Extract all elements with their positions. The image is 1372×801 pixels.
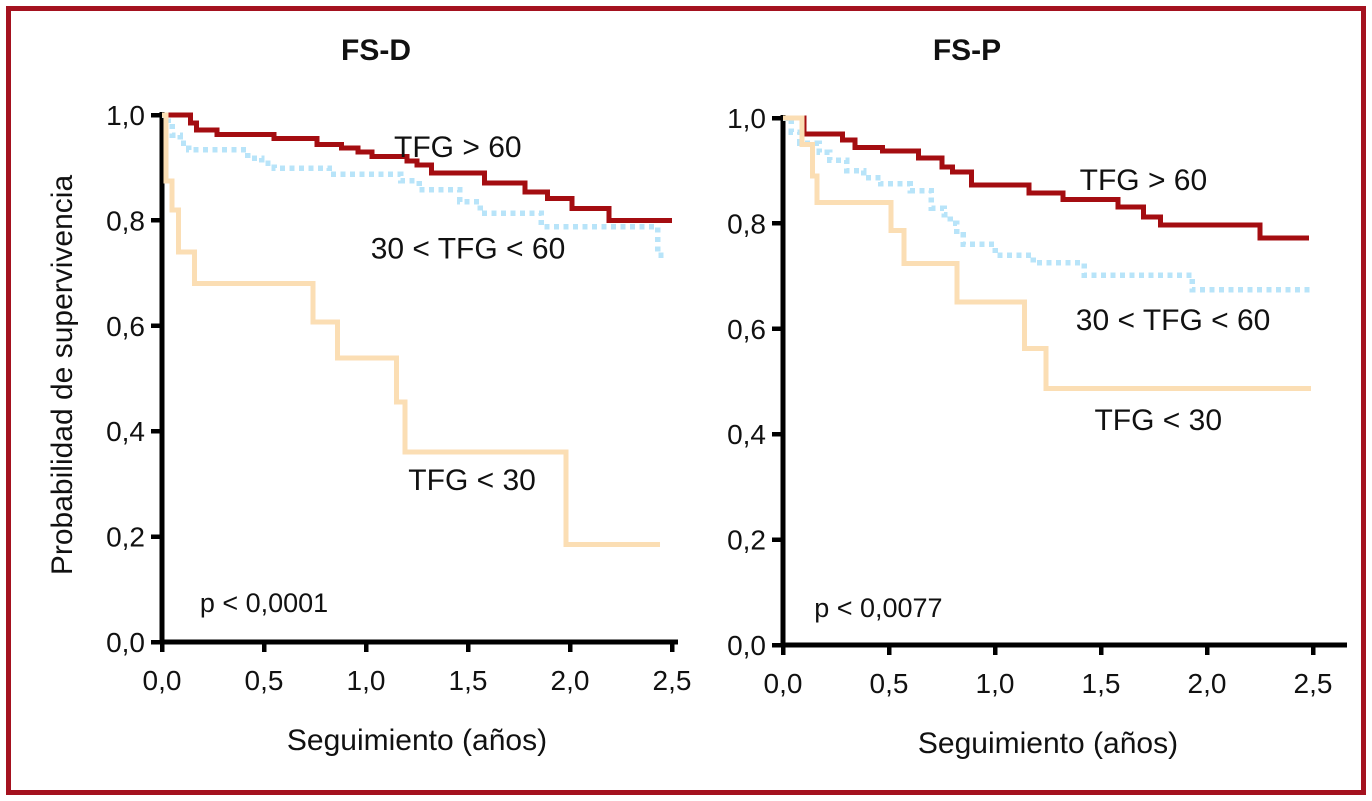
curve-tfg-lt30 <box>162 112 660 548</box>
panel-fsd: FS-D 0,0 0,2 0,4 0,6 0,8 1,0 0,0 0,5 1,0 1,5 2,0 2,5… <box>46 34 691 757</box>
curve-tfg-30-60 <box>783 115 1311 293</box>
curve-tfg-lt30 <box>783 115 1311 391</box>
y-tick-label: 0,4 <box>727 419 766 450</box>
x-tick-label: 0,0 <box>764 668 803 699</box>
label-30-tfg-60: 30 < TFG < 60 <box>1076 304 1271 337</box>
x-tick-label: 1,0 <box>976 668 1015 699</box>
label-tfg-60: TFG > 60 <box>394 131 522 164</box>
x-tick-label: 1,0 <box>347 665 386 696</box>
label-p-0-0001: p < 0,0001 <box>200 588 328 618</box>
y-tick-label: 0,2 <box>727 525 766 556</box>
label-tfg-30: TFG < 30 <box>1094 404 1222 437</box>
y-tick-label: 0,2 <box>106 522 145 553</box>
x-tick-label: 2,0 <box>1188 668 1227 699</box>
y-tick-label: 0,0 <box>727 630 766 661</box>
y-tick-label: 0,0 <box>106 627 145 658</box>
curve-tfg-gt60 <box>783 115 1309 241</box>
y-tick-label: 0,8 <box>106 205 145 236</box>
y-tick-label: 0,6 <box>727 314 766 345</box>
y-tick-label: 0,4 <box>106 416 145 447</box>
y-tick-label: 0,6 <box>106 311 145 342</box>
label-tfg-60: TFG > 60 <box>1080 164 1208 197</box>
x-tick-label: 0,5 <box>870 668 909 699</box>
y-axis-title: Probabilidad de supervivencia <box>46 175 79 576</box>
y-tick-label: 1,0 <box>727 103 766 134</box>
x-axis-title: Seguimiento (años) <box>918 727 1178 760</box>
curve-tfg-30-60 <box>162 112 664 258</box>
panel-title-fsp: FS-P <box>933 34 1001 67</box>
x-tick-label: 2,5 <box>1294 668 1333 699</box>
panel-fsp: FS-P 0,0 0,2 0,4 0,6 0,8 1,0 0,0 0,5 1,0 1,5 2,0 2,5… <box>727 34 1347 760</box>
x-tick-label: 2,5 <box>653 665 692 696</box>
panel-title-fsd: FS-D <box>341 34 411 67</box>
curve-tfg-gt60 <box>162 112 672 223</box>
label-30-tfg-60: 30 < TFG < 60 <box>371 232 566 265</box>
y-tick-label: 0,8 <box>727 208 766 239</box>
x-tick-label: 1,5 <box>449 665 488 696</box>
x-tick-label: 0,0 <box>143 665 182 696</box>
x-tick-label: 0,5 <box>245 665 284 696</box>
x-axis-title: Seguimiento (años) <box>287 724 547 757</box>
label-p-0-0077: p < 0,0077 <box>814 593 942 623</box>
figure-border <box>6 6 1366 795</box>
x-tick-label: 2,0 <box>551 665 590 696</box>
x-tick-label: 1,5 <box>1082 668 1121 699</box>
y-tick-label: 1,0 <box>106 100 145 131</box>
label-tfg-30: TFG < 30 <box>408 464 536 497</box>
